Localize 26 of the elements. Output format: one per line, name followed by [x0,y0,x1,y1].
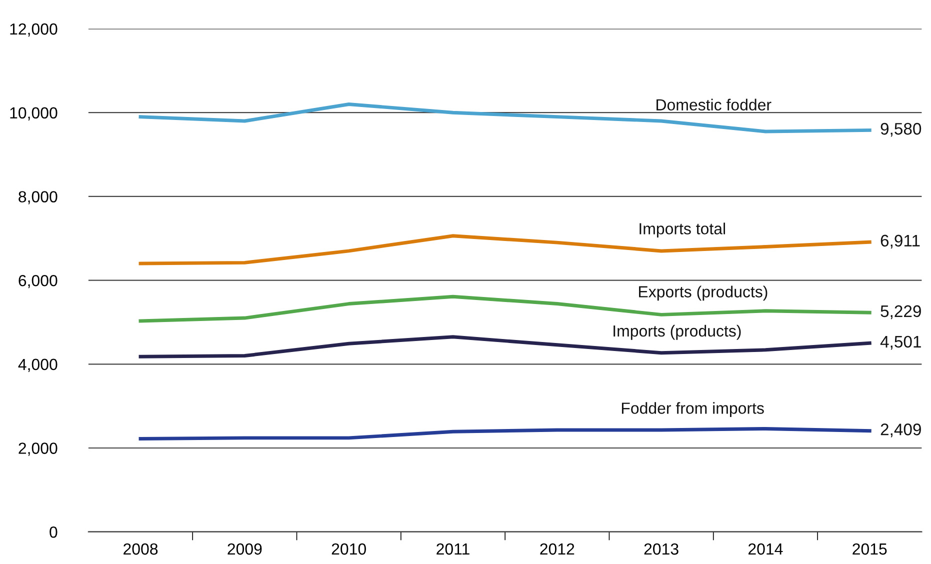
x-tick-label: 2015 [852,543,887,555]
series-label: Domestic fodder [656,98,772,111]
data-label: 2,409 [880,424,921,438]
y-tick-label: 6,000 [18,274,58,288]
y-tick-label: 12,000 [10,23,58,37]
x-tick-label: 2014 [748,543,783,555]
x-tick-label: 2009 [228,543,262,555]
y-tick-label: 2,000 [18,442,58,456]
data-label: 5,229 [880,305,921,320]
y-tick-label: 0 [50,526,58,538]
series-label: Exports (products) [639,286,768,301]
data-label: 6,911 [880,234,920,249]
y-tick-label: 8,000 [18,191,58,204]
line-series [138,426,872,441]
x-tick-label: 2011 [436,543,470,555]
y-tick-label: 4,000 [18,358,58,372]
series-label: Imports total [640,222,726,238]
data-label: 9,580 [880,122,922,137]
x-tick-label: 2012 [540,543,574,555]
x-tick-label: 2010 [332,543,366,555]
x-tick-label: 2013 [644,543,678,555]
y-tick-label: 10,000 [10,107,58,120]
x-tick-label: 2008 [124,543,158,555]
data-label: 4,501 [880,336,921,350]
series-label: Imports (products) [614,324,741,340]
series-label: Fodder from imports [622,402,764,418]
